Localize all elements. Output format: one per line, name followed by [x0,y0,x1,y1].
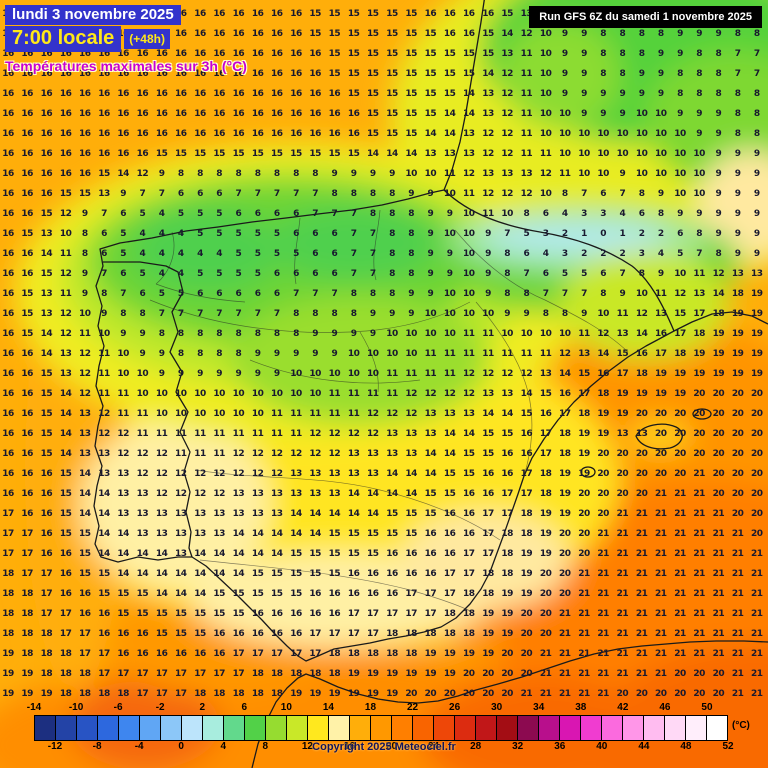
legend-label: 24 [428,741,439,752]
coastline-iberia-france [93,0,768,662]
legend-label: 6 [242,702,248,713]
legend-color-cell [181,716,202,740]
island-menorca [692,408,712,420]
legend-color-cell [307,716,328,740]
legend-color-bar [34,715,728,741]
legend-label: 20 [386,741,397,752]
coastline-africa [251,640,768,768]
legend-color-cell [160,716,181,740]
legend-color-cell [538,716,559,740]
legend-color-cell [223,716,244,740]
legend-color-cell [328,716,349,740]
legend-color-cell [370,716,391,740]
legend-color-cell [496,716,517,740]
legend-label: 40 [596,741,607,752]
legend-color-cell [559,716,580,740]
legend-label: 16 [344,741,355,752]
legend-color-cell [580,716,601,740]
legend-label: 22 [407,702,418,713]
legend-label: 2 [199,702,205,713]
legend-color-cell [706,716,727,740]
forecast-header: lundi 3 novembre 2025 7:00 locale (+48h)… [5,5,247,74]
legend-label: 10 [281,702,292,713]
forecast-date: lundi 3 novembre 2025 [5,5,181,25]
legend-color-cell [265,716,286,740]
forecast-offset: (+48h) [124,29,170,49]
island-ibiza [580,466,596,478]
legend-color-cell [35,716,55,740]
legend-color-cell [517,716,538,740]
legend-label: -10 [69,702,83,713]
legend-color-cell [622,716,643,740]
legend-color-cell [643,716,664,740]
legend-label: -14 [27,702,41,713]
legend-color-cell [244,716,265,740]
legend-label: -12 [48,741,62,752]
legend-label: 52 [722,741,733,752]
legend-color-cell [55,716,76,740]
island-mallorca [635,423,683,450]
legend-label: -6 [114,702,123,713]
legend-label: 32 [512,741,523,752]
legend-color-cell [97,716,118,740]
legend-unit: (°C) [732,720,768,731]
legend-label: 0 [178,741,184,752]
region-borders [149,209,629,613]
legend-color-cell [391,716,412,740]
legend-color-cell [685,716,706,740]
legend-label: -8 [93,741,102,752]
coastlines [93,0,768,768]
border-pyrenees [443,189,675,332]
legend-color-cell [202,716,223,740]
legend-label: 4 [220,741,226,752]
legend-label: 42 [617,702,628,713]
legend-color-cell [433,716,454,740]
legend-label: 44 [638,741,649,752]
legend-label: 36 [554,741,565,752]
legend-label: 48 [680,741,691,752]
forecast-time: 7:00 locale [5,26,122,52]
legend-bottom-labels: -12 -8 -4 0 4 8 12 16 20 24 28 32 36 40 44 48 52 [34,741,734,754]
legend-label: 14 [323,702,334,713]
legend-color-cell [475,716,496,740]
legend-label: 46 [659,702,670,713]
legend-label: 18 [365,702,376,713]
legend-label: 34 [533,702,544,713]
legend-label: 28 [470,741,481,752]
legend-color-cell [349,716,370,740]
legend-top-labels: -14 -10 -6 -2 2 6 10 14 18 22 26 30 34 38 42 46 50 [27,702,728,715]
legend-label: 12 [302,741,313,752]
legend-label: 38 [575,702,586,713]
legend-color-cell [601,716,622,740]
map-subtitle: Températures maximales sur 3h (°C) [5,58,247,74]
model-run-info: Run GFS 6Z du samedi 1 novembre 2025 [529,6,762,28]
legend-color-cell [139,716,160,740]
legend-color-cell [286,716,307,740]
legend-color-cell [664,716,685,740]
legend-label: 50 [701,702,712,713]
legend-label: 30 [491,702,502,713]
legend-color-cell [76,716,97,740]
legend-label: 26 [449,702,460,713]
legend-label: -2 [156,702,165,713]
legend-color-cell [454,716,475,740]
legend-color-cell [118,716,139,740]
legend-label: -4 [135,741,144,752]
legend-color-cell [412,716,433,740]
color-scale-legend: -14 -10 -6 -2 2 6 10 14 18 22 26 30 34 38 42 46 50 -12 -8… [27,702,750,754]
copyright-text: Copyright 2025 Meteociel.fr [312,741,456,753]
legend-label: 8 [263,741,269,752]
border-portugal-spain [103,261,193,558]
